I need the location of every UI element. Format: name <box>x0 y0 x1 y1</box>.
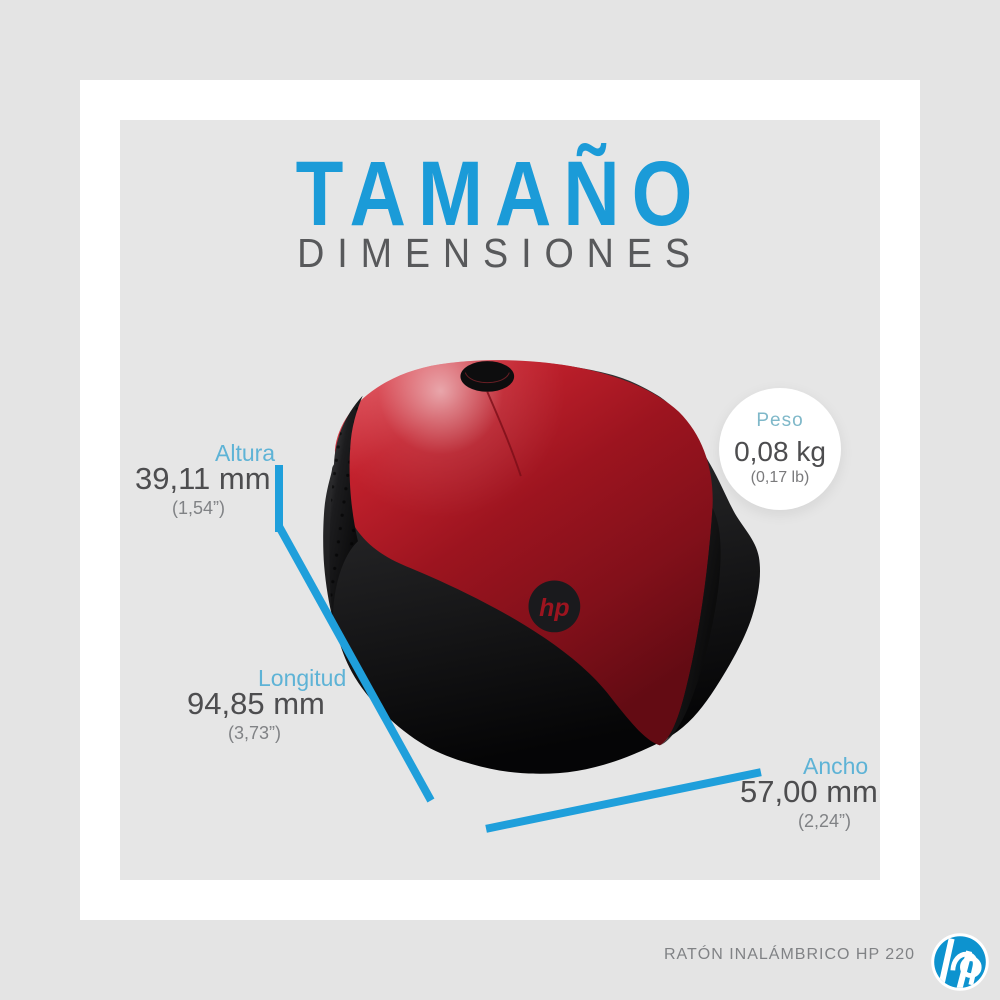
svg-text:hp: hp <box>539 594 569 622</box>
